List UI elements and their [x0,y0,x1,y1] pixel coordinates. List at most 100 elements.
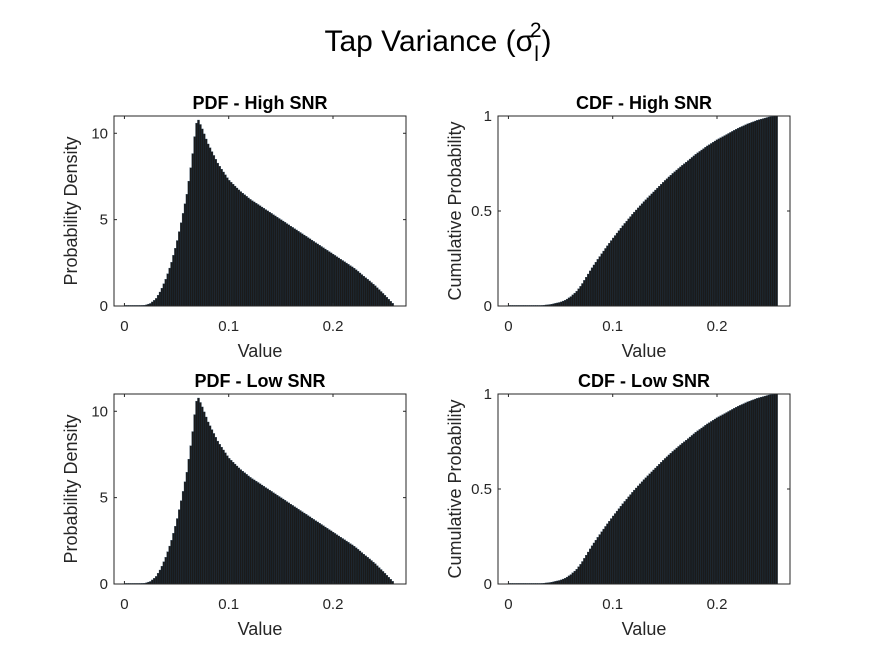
cdf-high-bar [727,133,730,307]
pdf-high-bar [183,203,187,307]
cdf-low-bar [760,396,763,585]
pdf-low-bar [308,516,312,585]
cdf-low-bar [775,393,778,585]
cdf-high-bar [577,288,580,307]
cdf-high-bar [608,243,611,307]
cdf-low-bar [754,398,757,585]
pdf-low-bar [256,482,260,585]
pdf-low-bar [347,542,350,585]
cdf-high-bar [713,140,717,307]
cdf-low-bar [600,531,603,585]
pdf-low-bar [389,579,392,585]
pdf-low-bar [293,506,296,585]
cdf-low-bar [765,395,769,585]
pdf-low-bar [218,444,221,585]
cdf-low-ytick-label: 0 [484,576,492,593]
cdf-low-ytick-label: 1 [484,386,492,403]
pdf-low-bar [316,521,319,585]
pdf-low-bar [379,569,383,585]
cdf-high-bar [671,173,675,307]
cdf-high-bar [562,300,565,307]
cdf-high-bar [648,195,651,307]
pdf-low-bar [228,458,231,585]
pdf-low-bar [349,543,352,585]
cdf-high-bar [765,117,769,307]
pdf-low-bar [274,493,277,585]
cdf-low-bar [648,473,651,585]
cdf-high-xtick-label: 0.1 [602,318,623,335]
pdf-low-bar [168,545,171,585]
cdf-low-bar [671,451,675,585]
pdf-high-bar [193,136,196,307]
pdf-low-bar [180,500,183,585]
cdf-high-bar [602,250,605,307]
pdf-high-bar [314,242,317,307]
cdf-high-bar [710,143,713,307]
cdf-low-bar [656,465,659,585]
cdf-low-bar [698,429,701,585]
cdf-high-bar [687,160,690,307]
pdf-high-bar [278,218,281,307]
cdf-low-bar [723,413,726,585]
pdf-low-xtick-label: 0.1 [218,596,239,613]
pdf-low-bar [304,514,308,585]
pdf-low-ytick-label: 5 [100,490,108,507]
pdf-low-bar [245,474,248,585]
cdf-low-bar [677,446,680,585]
pdf-high-bar [360,274,364,307]
pdf-high-bar [283,222,287,307]
cdf-high-bar [708,144,711,307]
pdf-low-bar [262,486,266,585]
pdf-high-ylabel: Probability Density [61,136,81,285]
pdf-high-bar [216,162,219,307]
pdf-low-bars [124,397,394,585]
cdf-low-bar [596,537,600,585]
pdf-high-bar [322,247,325,307]
pdf-high-xlabel: Value [238,341,283,361]
cdf-high-bar [560,301,563,307]
pdf-high-bar [285,223,289,307]
pdf-high-bar [266,210,269,307]
pdf-high-bar [383,295,387,307]
pdf-low-bar [206,421,210,585]
cdf-low-bar [767,394,771,585]
pdf-high-bar [366,279,369,307]
cdf-high-ytick-label: 0 [484,298,492,315]
pdf-high-bar [318,245,321,307]
cdf-low-bar [592,542,596,585]
pdf-high-bar [228,180,231,307]
cdf-high-bar [612,237,615,307]
cdf-low-ytick-label: 0.5 [471,481,492,498]
cdf-high-bar [744,124,748,307]
cdf-low-title: CDF - Low SNR [578,371,710,391]
pdf-low-bar [374,563,377,585]
pdf-low-bar [281,498,285,585]
pdf-low-bar [220,446,223,585]
cdf-low-bar [642,479,646,585]
cdf-high-bar [731,131,734,307]
cdf-low-bar [738,405,742,585]
cdf-high-bar [635,209,638,307]
pdf-low-bar [337,535,340,585]
cdf-low-bar [748,400,751,585]
pdf-low-bar [258,483,262,585]
pdf-high-bar [241,192,244,307]
cdf-low-bar [644,477,648,585]
cdf-high-bar [619,228,623,307]
cdf-low-bar [587,551,590,585]
pdf-high-bar [203,133,206,307]
cdf-high-bar [729,132,732,307]
cdf-high-bar [704,147,707,307]
cdf-high-bar [585,277,588,307]
cdf-low-bar [729,410,732,585]
pdf-low-bar [181,491,185,585]
cdf-low-xtick-label: 0.1 [602,596,623,613]
pdf-high-bar [377,289,381,307]
pdf-high-bar [274,215,277,307]
pdf-high-bar [218,166,221,307]
pdf-high-bar [235,187,239,307]
pdf-high-bar [358,272,362,307]
pdf-high-bar [162,283,166,307]
pdf-high-bar [276,217,279,307]
pdf-high-bar [301,233,304,307]
